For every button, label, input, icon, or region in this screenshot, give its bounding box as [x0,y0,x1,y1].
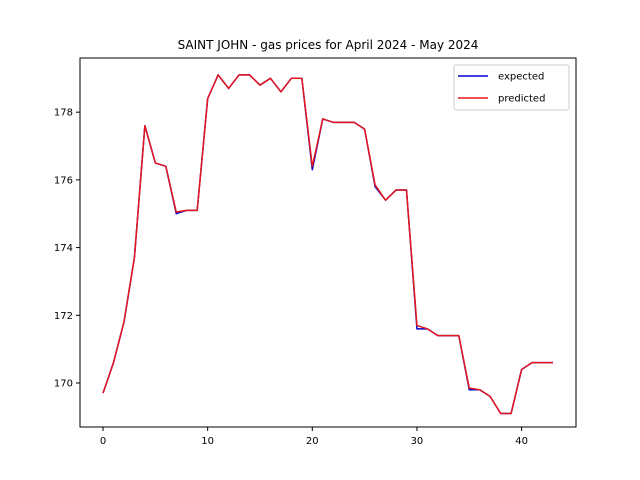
x-tick-label: 10 [201,436,214,447]
legend-label-predicted: predicted [498,94,545,105]
x-tick-label: 40 [515,436,528,447]
y-axis: 170 172 174 176 178 [54,108,80,389]
legend: expected predicted [453,64,570,111]
y-tick-label: 170 [54,378,73,389]
series-line-predicted [102,74,553,415]
x-axis: 0 10 20 30 40 [100,427,528,447]
series-lines [102,74,553,415]
x-tick-label: 30 [411,436,424,447]
y-tick-label: 178 [54,108,73,119]
y-tick-label: 172 [54,311,73,322]
y-tick-label: 176 [54,175,73,186]
legend-label-expected: expected [498,72,544,83]
y-tick-label: 174 [54,243,73,254]
chart-title: SAINT JOHN - gas prices for April 2024 -… [178,38,479,52]
x-tick-label: 0 [100,436,106,447]
x-tick-label: 20 [306,436,319,447]
plot-area [79,57,577,428]
